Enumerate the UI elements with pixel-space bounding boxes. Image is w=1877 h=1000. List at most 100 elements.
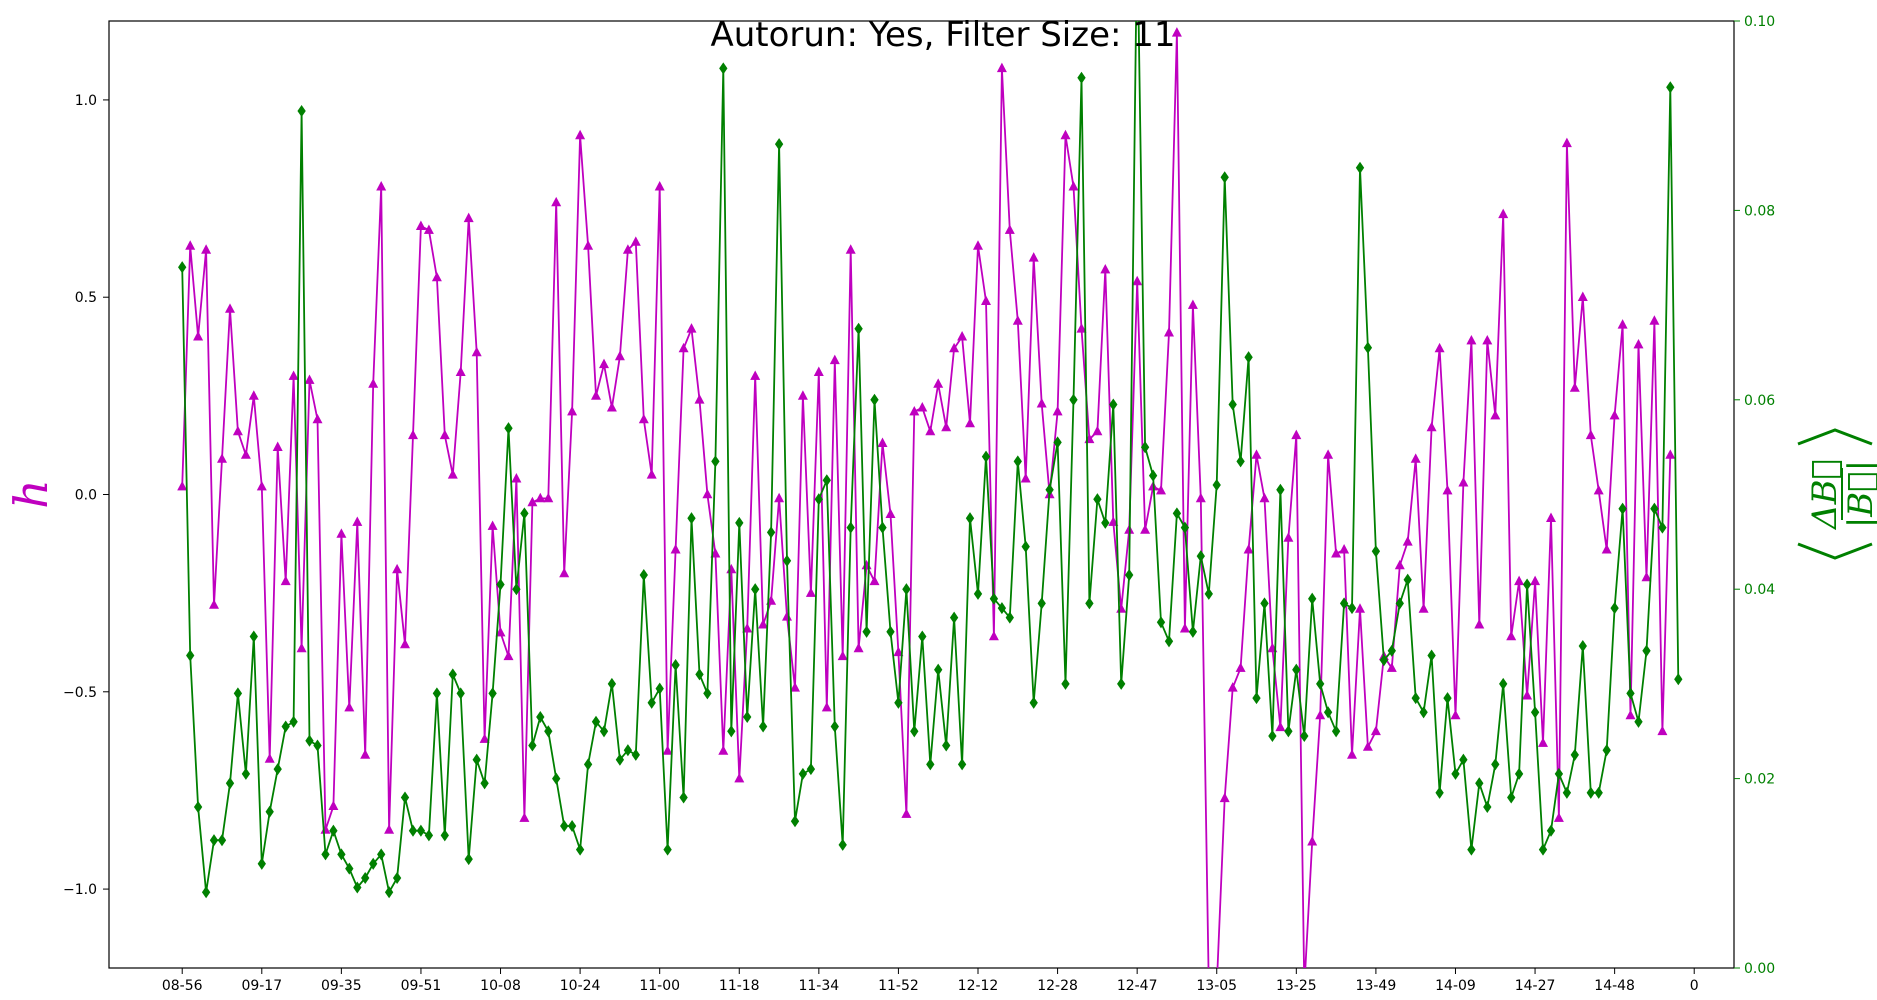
db-data-point — [934, 663, 943, 676]
h-data-point — [1020, 473, 1031, 483]
db-data-point — [424, 829, 434, 842]
h-data-point — [495, 626, 506, 637]
h-data-point — [1140, 524, 1151, 534]
db-data-point — [1530, 706, 1540, 719]
db-data-point — [647, 696, 656, 709]
h-data-point — [392, 563, 403, 574]
x-tick-label: 11-18 — [719, 978, 760, 994]
db-data-point — [1077, 71, 1086, 84]
db-data-point — [544, 725, 553, 738]
h-data-point — [240, 449, 251, 459]
x-tick-label: 14-27 — [1515, 978, 1556, 994]
h-data-point — [264, 753, 275, 763]
h-data-point — [1561, 137, 1572, 148]
db-data-point — [1395, 597, 1404, 610]
h-data-point — [352, 516, 363, 526]
db-data-point — [1164, 635, 1174, 648]
db-data-point — [1347, 602, 1357, 615]
db-data-point — [472, 753, 481, 766]
h-data-point — [503, 650, 514, 661]
h-data-point — [1227, 682, 1238, 692]
h-data-point — [1442, 484, 1453, 495]
db-data-point — [854, 322, 863, 335]
h-data-point — [360, 749, 371, 759]
h-data-point — [1259, 492, 1270, 503]
plot-frame — [108, 20, 1735, 969]
h-data-point — [901, 808, 912, 818]
h-data-point — [837, 650, 848, 661]
h-series-line — [181, 31, 1672, 968]
chart-title: Autorun: Yes, Filter Size: 11 — [710, 15, 1175, 55]
db-data-point — [663, 843, 672, 856]
h-data-point — [408, 429, 418, 440]
db-data-point — [1045, 483, 1054, 496]
db-data-point — [743, 710, 752, 724]
h-data-point — [694, 394, 705, 404]
db-data-point — [1618, 502, 1627, 515]
h-data-point — [1251, 449, 1262, 459]
h-data-point — [941, 421, 952, 432]
db-data-point — [942, 739, 951, 752]
h-data-point — [543, 492, 554, 503]
h-data-point — [591, 390, 601, 400]
db-data-point — [1148, 469, 1158, 482]
h-data-point — [949, 342, 960, 353]
db-data-point — [1403, 573, 1412, 586]
h-data-point — [877, 437, 888, 447]
db-data-point — [1586, 786, 1595, 799]
h-data-point — [869, 575, 880, 586]
h-data-point — [853, 642, 864, 653]
x-tick-label: 09-51 — [401, 978, 442, 994]
db-data-point — [440, 829, 449, 842]
db-data-point — [504, 422, 513, 435]
h-data-point — [1386, 662, 1397, 672]
h-data-point — [1585, 429, 1596, 440]
h-data-point — [925, 425, 936, 436]
db-data-point — [1355, 161, 1365, 174]
h-data-point — [527, 496, 538, 507]
db-data-point — [870, 393, 879, 406]
h-data-point — [1617, 319, 1628, 329]
h-data-point — [662, 745, 673, 755]
db-data-point — [1156, 616, 1166, 629]
h-data-point — [431, 271, 442, 282]
y-right-tick-label: 0.06 — [1744, 393, 1775, 409]
db-data-point — [1244, 351, 1253, 364]
db-data-point — [289, 715, 298, 728]
db-data-point — [488, 687, 497, 700]
y-left-tick-label: 0.0 — [75, 488, 97, 504]
h-data-point — [654, 181, 665, 191]
x-tick-label: 09-17 — [241, 978, 282, 994]
series-layer — [177, 21, 1683, 968]
h-data-point — [1179, 623, 1190, 633]
x-tick-label: 14-48 — [1594, 978, 1635, 994]
h-data-point — [1482, 334, 1493, 345]
db-data-point — [965, 512, 975, 525]
db-data-point — [1538, 843, 1548, 856]
h-data-point — [829, 354, 840, 365]
db-data-point — [1642, 644, 1651, 657]
h-data-point — [1092, 425, 1103, 436]
db-data-point — [1061, 677, 1070, 690]
db-data-point — [1507, 791, 1516, 804]
h-data-point — [805, 587, 816, 597]
h-data-point — [1132, 275, 1143, 286]
h-data-point — [1633, 338, 1644, 349]
db-data-point — [416, 824, 426, 837]
db-data-point — [456, 687, 465, 700]
db-data-point — [496, 578, 505, 591]
db-data-point — [846, 521, 855, 534]
h-data-point — [551, 196, 562, 207]
h-data-point — [622, 244, 633, 254]
h-data-point — [320, 824, 331, 834]
db-data-point — [1260, 597, 1269, 610]
db-data-point — [1674, 673, 1683, 686]
h-data-point — [702, 488, 713, 499]
h-data-point — [193, 331, 204, 341]
db-data-point — [400, 791, 410, 804]
db-data-point — [321, 848, 330, 861]
h-data-point — [1108, 516, 1119, 526]
db-data-point — [583, 758, 593, 771]
h-data-point — [479, 733, 490, 743]
h-data-point — [248, 390, 259, 400]
